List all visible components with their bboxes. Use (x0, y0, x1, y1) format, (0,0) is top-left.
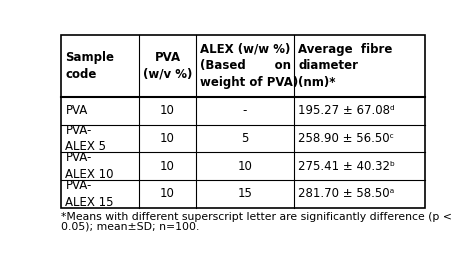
Text: 10: 10 (160, 160, 175, 173)
Text: *Means with different superscript letter are significantly difference (p <: *Means with different superscript letter… (61, 211, 452, 222)
Bar (61, 35, 425, 208)
Text: 10: 10 (160, 132, 175, 145)
Text: PVA-
ALEX 10: PVA- ALEX 10 (65, 151, 114, 181)
Text: PVA
(w/v %): PVA (w/v %) (143, 51, 192, 81)
Text: 281.70 ± 58.50ᵃ: 281.70 ± 58.50ᵃ (298, 187, 394, 201)
Text: 0.05); mean±SD; n=100.: 0.05); mean±SD; n=100. (61, 221, 200, 231)
Text: PVA-
ALEX 5: PVA- ALEX 5 (65, 124, 107, 153)
Text: Sample
code: Sample code (65, 51, 115, 81)
Text: 195.27 ± 67.08ᵈ: 195.27 ± 67.08ᵈ (298, 104, 395, 117)
Text: 5: 5 (241, 132, 248, 145)
Text: 15: 15 (237, 187, 252, 201)
Text: 258.90 ± 56.50ᶜ: 258.90 ± 56.50ᶜ (298, 132, 394, 145)
Text: PVA: PVA (65, 104, 88, 117)
Text: Average  fibre
diameter
(nm)*: Average fibre diameter (nm)* (298, 43, 392, 89)
Text: 10: 10 (237, 160, 252, 173)
Text: 275.41 ± 40.32ᵇ: 275.41 ± 40.32ᵇ (298, 160, 395, 173)
Text: PVA-
ALEX 15: PVA- ALEX 15 (65, 179, 114, 209)
Text: ALEX (w/w %)
(Based       on
weight of PVA): ALEX (w/w %) (Based on weight of PVA) (200, 43, 298, 89)
Text: 10: 10 (160, 104, 175, 117)
Text: -: - (243, 104, 247, 117)
Text: 10: 10 (160, 187, 175, 201)
